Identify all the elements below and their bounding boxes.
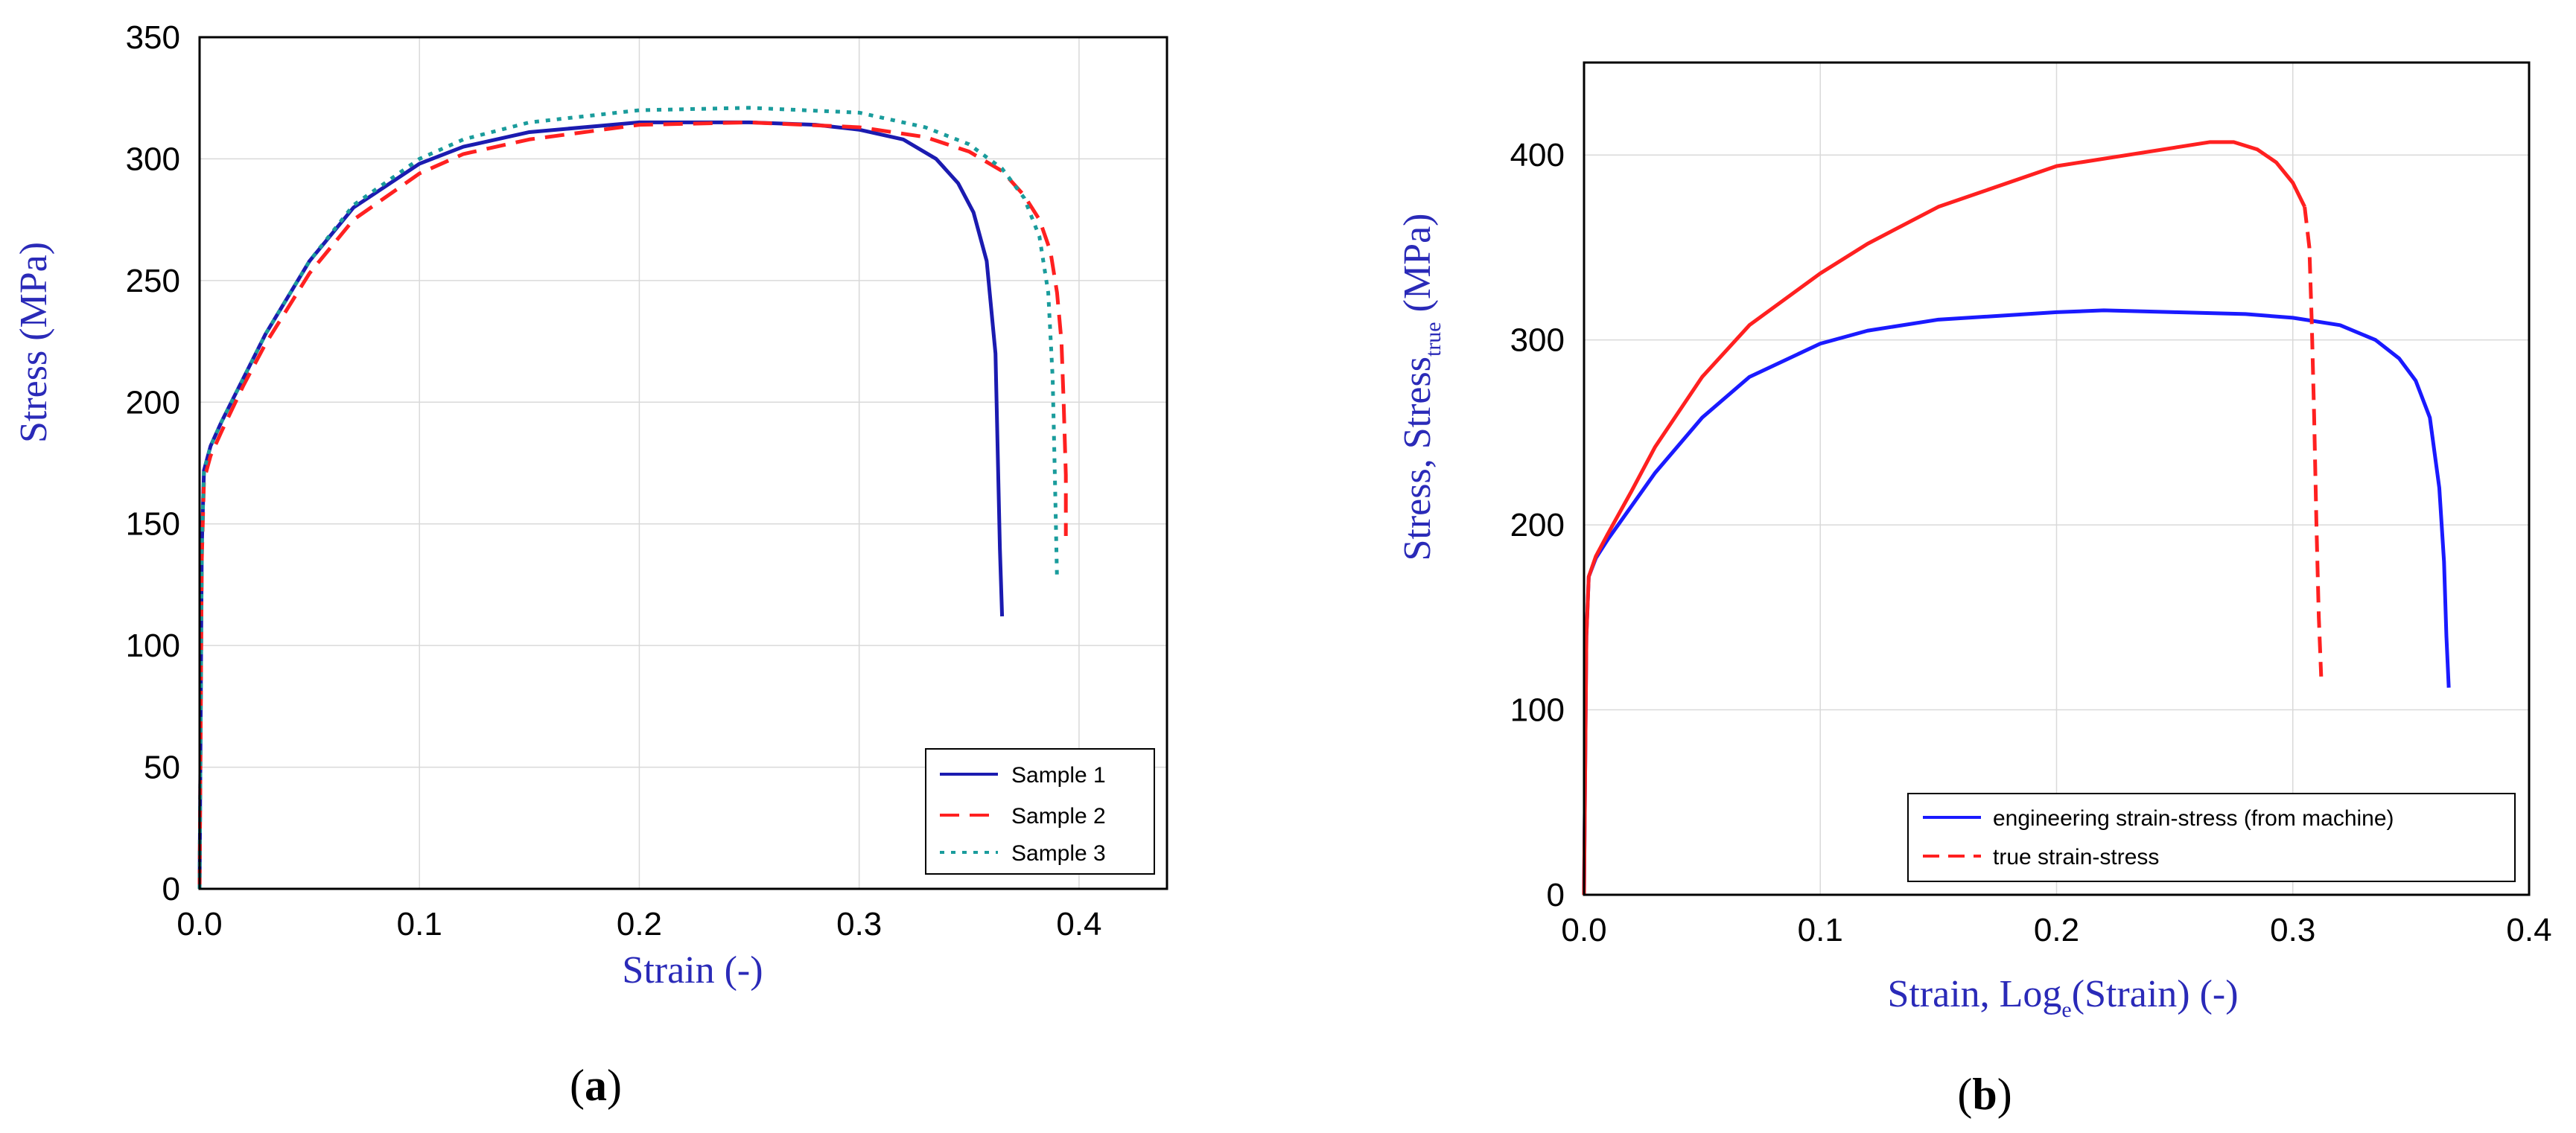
chart-b-x-tick-label: 0.2 xyxy=(2034,912,2079,948)
chart-a-y-tick-label: 150 xyxy=(126,506,180,543)
chart-a-x-tick-labels: 0.0 0.1 0.2 0.3 0.4 xyxy=(176,906,1101,942)
chart-b-series-line-engineering-strain-stress-from-machine xyxy=(1582,308,2451,896)
chart-a-series xyxy=(197,106,1068,890)
chart-a-y-tick-label: 50 xyxy=(144,750,180,786)
chart-b-y-tick-label: 300 xyxy=(1510,322,1565,359)
chart-panel-a: 0.0 0.1 0.2 0.3 0.4 0 50 100 150 200 250 300 350 St… xyxy=(13,19,1168,1110)
chart-b-x-label-main: Strain, Log xyxy=(1887,973,2061,1015)
chart-b-y-tick-label: 200 xyxy=(1510,507,1565,543)
chart-b-y-axis-label: Stress, Stresstrue (MPa) xyxy=(1396,214,1446,561)
chart-b-y-label-tail: (MPa) xyxy=(1396,214,1439,322)
chart-a-y-tick-label: 100 xyxy=(126,628,180,664)
chart-a-y-tick-label: 250 xyxy=(126,263,180,299)
chart-b-series-line-true-strain-stress xyxy=(1582,140,2306,896)
chart-b-x-label-subscript: e xyxy=(2061,998,2071,1022)
chart-b-y-label-subscript: true xyxy=(1421,322,1446,357)
chart-a-series-line-sample-1 xyxy=(197,120,1005,890)
chart-b-y-tick-label: 100 xyxy=(1510,692,1565,729)
chart-b-x-tick-label: 0.4 xyxy=(2506,912,2551,948)
chart-a-x-tick-label: 0.4 xyxy=(1056,906,1101,942)
chart-b-x-label-tail: (Strain) (-) xyxy=(2072,973,2239,1015)
chart-b-x-tick-label: 0.1 xyxy=(1798,912,1843,948)
chart-a-legend-label-sample-3: Sample 3 xyxy=(1011,841,1106,866)
chart-a-y-tick-label: 0 xyxy=(162,871,180,907)
chart-a-panel-label: (a) xyxy=(570,1061,622,1110)
chart-a-panel-letter: a xyxy=(585,1061,607,1110)
chart-a-plot-frame xyxy=(198,36,1168,890)
chart-b-series xyxy=(1582,140,2451,896)
chart-b-panel-label: (b) xyxy=(1957,1070,2011,1119)
chart-b-y-tick-label: 0 xyxy=(1547,877,1565,913)
chart-b-legend-label-engineering: engineering strain-stress (from machine) xyxy=(1993,806,2394,831)
chart-a-y-tick-label: 350 xyxy=(126,19,180,56)
chart-b-grid xyxy=(1584,63,2529,895)
chart-b-legend-box xyxy=(1907,793,2516,882)
chart-a-x-axis-label: Strain (-) xyxy=(622,949,763,992)
chart-a-series-line-sample-2 xyxy=(197,120,1068,890)
chart-a-x-tick-label: 0.1 xyxy=(397,906,442,942)
chart-a-y-tick-labels: 0 50 100 150 200 250 300 350 xyxy=(126,19,180,907)
chart-a-grid xyxy=(200,37,1167,889)
chart-b-plot-frame xyxy=(1583,61,2531,896)
chart-a-legend-label-sample-2: Sample 2 xyxy=(1011,804,1106,829)
chart-a-x-tick-label: 0.0 xyxy=(176,906,222,942)
chart-b-y-tick-labels: 0 100 200 300 400 xyxy=(1510,137,1565,913)
chart-b-x-tick-label: 0.3 xyxy=(2270,912,2315,948)
chart-b-x-axis-label: Strain, Loge(Strain) (-) xyxy=(1887,973,2238,1022)
chart-a-x-tick-label: 0.2 xyxy=(617,906,662,942)
chart-a-legend-label-sample-1: Sample 1 xyxy=(1011,763,1106,788)
chart-b-series-line-true-strain-stress-dashed xyxy=(2303,206,2324,677)
chart-b-y-tick-label: 400 xyxy=(1510,137,1565,173)
chart-b-legend: engineering strain-stress (from machine)… xyxy=(1907,793,2516,882)
chart-b-x-tick-labels: 0.0 0.1 0.2 0.3 0.4 xyxy=(1561,912,2551,948)
chart-a-y-axis-label: Stress (MPa) xyxy=(13,242,55,443)
chart-b-x-tick-label: 0.0 xyxy=(1561,912,1606,948)
chart-a-legend: Sample 1 Sample 2 Sample 3 xyxy=(925,748,1155,875)
chart-panel-b: 0.0 0.1 0.2 0.3 0.4 0 100 200 300 400 Strain, Lo… xyxy=(1396,61,2552,1119)
chart-a-x-tick-label: 0.3 xyxy=(836,906,882,942)
chart-b-y-label-main: Stress, Stress xyxy=(1396,357,1439,561)
chart-a-y-tick-label: 200 xyxy=(126,384,180,421)
chart-b-legend-label-true: true strain-stress xyxy=(1993,845,2159,869)
chart-a-y-tick-label: 300 xyxy=(126,141,180,177)
chart-b-panel-letter: b xyxy=(1972,1070,1997,1119)
